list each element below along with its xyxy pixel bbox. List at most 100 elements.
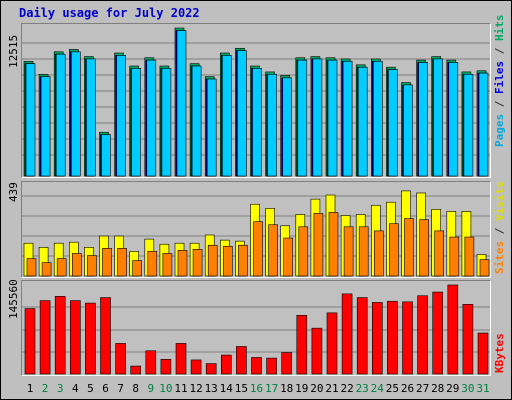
day-label-7: 7 bbox=[117, 382, 124, 395]
pages-bar-8 bbox=[131, 68, 141, 177]
sites-bar-26 bbox=[404, 218, 414, 277]
pages-bar-4 bbox=[71, 51, 81, 177]
chart-title: Daily usage for July 2022 bbox=[19, 6, 200, 20]
kbytes-bar-21 bbox=[326, 312, 338, 375]
pages-bar-21 bbox=[327, 59, 338, 177]
pages-bar-24 bbox=[372, 60, 383, 177]
day-label-22: 22 bbox=[340, 382, 353, 395]
sites-bar-14 bbox=[223, 245, 233, 277]
day-label-8: 8 bbox=[132, 382, 139, 395]
kbytes-bar-26 bbox=[402, 301, 413, 375]
pages-bar-26 bbox=[403, 84, 413, 177]
day-label-30: 30 bbox=[461, 382, 474, 395]
pages-bar-16 bbox=[252, 68, 262, 177]
day-label-23: 23 bbox=[356, 382, 369, 395]
kbytes-bar-22 bbox=[341, 293, 353, 375]
sites-bar-9 bbox=[147, 251, 158, 277]
day-label-12: 12 bbox=[189, 382, 202, 395]
day-label-9: 9 bbox=[147, 382, 154, 395]
sites-bar-24 bbox=[373, 230, 384, 277]
kbytes-bar-4 bbox=[70, 300, 81, 375]
kbytes-bar-15 bbox=[236, 346, 247, 375]
pages-bar-11 bbox=[176, 30, 187, 177]
pages-bar-30 bbox=[463, 73, 474, 177]
day-label-24: 24 bbox=[371, 382, 385, 395]
kbytes-bar-7 bbox=[115, 343, 126, 375]
kbytes-bar-20 bbox=[311, 327, 323, 375]
sites-bar-25 bbox=[389, 223, 399, 277]
kbytes-bar-9 bbox=[145, 350, 157, 375]
kbytes-bar-17 bbox=[266, 357, 277, 375]
sites-bar-12 bbox=[192, 249, 203, 277]
kbytes-bar-8 bbox=[130, 365, 141, 375]
kbytes-bar-25 bbox=[387, 300, 398, 375]
pages-bar-19 bbox=[297, 59, 308, 177]
day-label-28: 28 bbox=[431, 382, 444, 395]
day-label-27: 27 bbox=[416, 382, 429, 395]
day-label-19: 19 bbox=[295, 382, 308, 395]
sites-bar-31 bbox=[479, 259, 490, 277]
day-label-10: 10 bbox=[159, 382, 172, 395]
kbytes-bar-3 bbox=[54, 296, 66, 375]
sites-bar-17 bbox=[268, 224, 278, 277]
pages-bar-14 bbox=[222, 55, 232, 177]
kbytes-bar-2 bbox=[39, 300, 51, 375]
sites-bar-30 bbox=[464, 236, 475, 277]
sites-bar-4 bbox=[72, 253, 82, 277]
day-label-29: 29 bbox=[446, 382, 459, 395]
day-label-1: 1 bbox=[27, 382, 34, 395]
kbytes-bar-10 bbox=[160, 359, 172, 375]
kbytes-bar-16 bbox=[251, 357, 262, 375]
day-label-25: 25 bbox=[386, 382, 399, 395]
pages-bar-2 bbox=[40, 76, 51, 177]
sites-bar-27 bbox=[419, 219, 429, 277]
pages-bar-18 bbox=[282, 77, 293, 177]
sites-bar-28 bbox=[434, 230, 445, 277]
kbytes-bar-14 bbox=[221, 354, 232, 375]
pages-bar-23 bbox=[357, 66, 368, 177]
kbytes-bar-6 bbox=[100, 297, 111, 375]
pages-bar-29 bbox=[448, 62, 459, 177]
kbytes-bar-18 bbox=[281, 352, 293, 375]
sites-bar-15 bbox=[238, 244, 248, 277]
day-label-4: 4 bbox=[72, 382, 79, 395]
sites-bar-19 bbox=[298, 226, 309, 277]
day-label-20: 20 bbox=[310, 382, 323, 395]
day-label-18: 18 bbox=[280, 382, 293, 395]
pages-bar-22 bbox=[342, 60, 353, 177]
day-label-15: 15 bbox=[235, 382, 248, 395]
sites-bar-23 bbox=[358, 226, 369, 277]
kbytes-bar-29 bbox=[447, 284, 459, 375]
sites-bar-22 bbox=[343, 226, 354, 277]
sites-bar-29 bbox=[449, 236, 460, 277]
kbytes-bar-19 bbox=[296, 315, 308, 375]
sites-bar-10 bbox=[162, 253, 173, 277]
pages-bar-17 bbox=[267, 73, 277, 177]
day-label-5: 5 bbox=[87, 382, 94, 395]
day-label-21: 21 bbox=[325, 382, 338, 395]
pages-bar-6 bbox=[101, 134, 111, 177]
sites-bar-18 bbox=[283, 237, 294, 277]
pages-bar-15 bbox=[237, 50, 247, 177]
pages-bar-25 bbox=[388, 69, 398, 177]
pages-bar-10 bbox=[161, 68, 172, 177]
sites-bar-8 bbox=[132, 260, 142, 277]
kbytes-bar-24 bbox=[371, 302, 383, 375]
pages-bar-7 bbox=[116, 55, 126, 177]
day-label-31: 31 bbox=[476, 382, 489, 395]
sites-bar-13 bbox=[207, 244, 218, 277]
kbytes-bar-12 bbox=[190, 359, 202, 375]
pages-bar-27 bbox=[418, 62, 428, 177]
kbytes-bar-5 bbox=[85, 302, 96, 375]
sites-bar-2 bbox=[41, 262, 52, 277]
day-label-16: 16 bbox=[250, 382, 263, 395]
pages-bar-3 bbox=[55, 53, 66, 177]
sites-bar-5 bbox=[87, 255, 97, 277]
pages-bar-28 bbox=[433, 58, 444, 177]
sites-bar-7 bbox=[117, 248, 127, 277]
day-label-26: 26 bbox=[401, 382, 414, 395]
sites-bar-16 bbox=[253, 221, 263, 277]
sites-bar-1 bbox=[26, 258, 37, 277]
pages-bar-9 bbox=[146, 59, 157, 177]
